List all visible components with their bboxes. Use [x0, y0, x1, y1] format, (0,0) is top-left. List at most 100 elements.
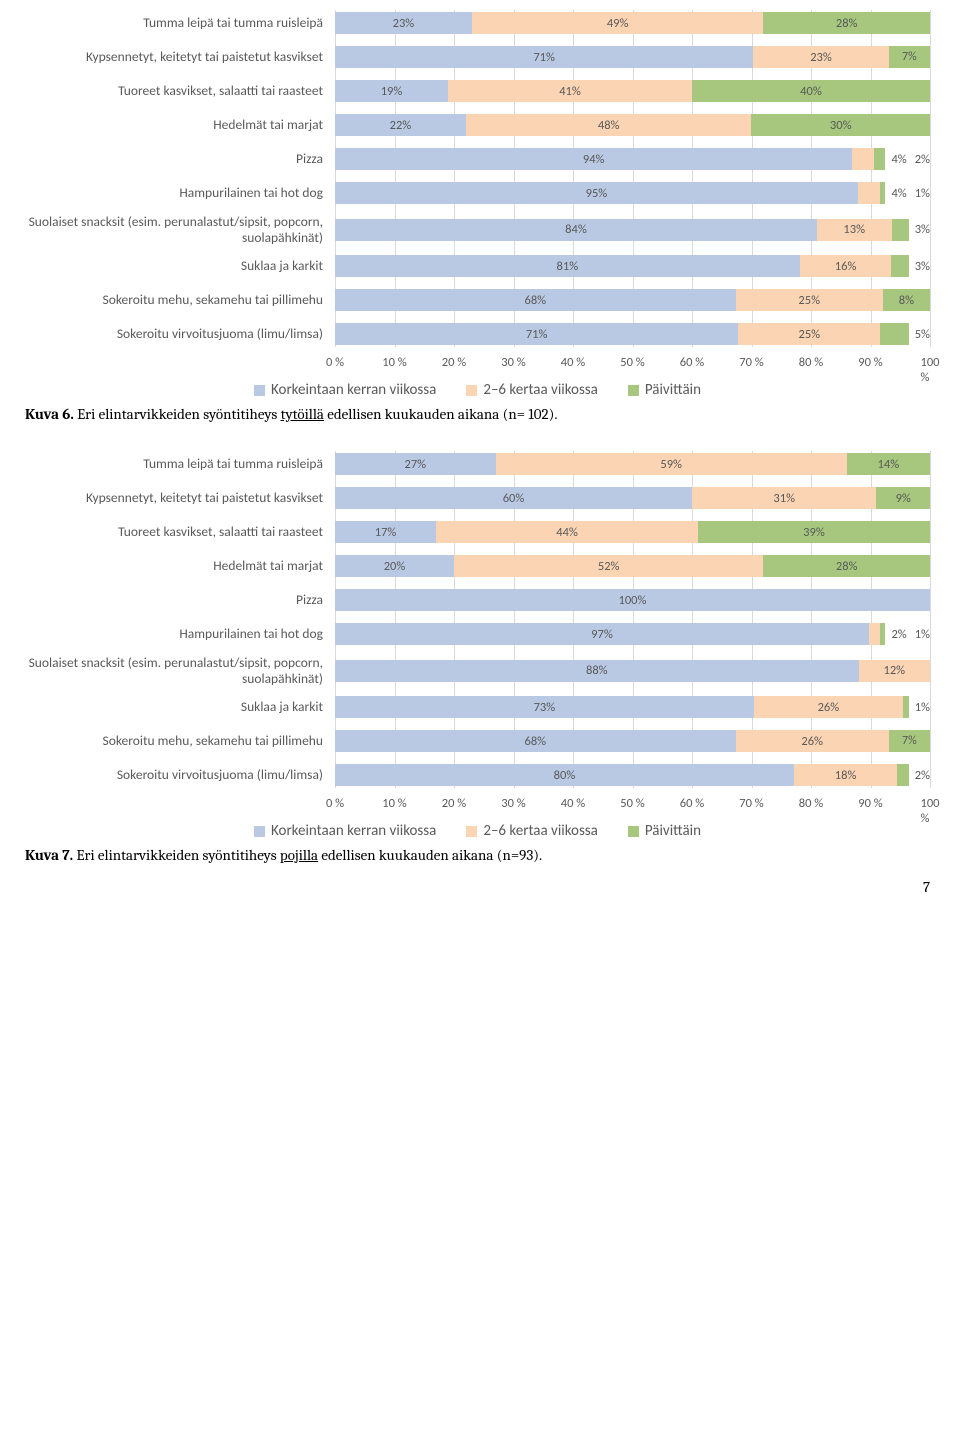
caption-underline: tytöillä — [281, 405, 324, 423]
bar-track: 27%59%14% — [335, 453, 930, 475]
bar-area: 19%41%40% — [335, 78, 930, 104]
bar-area: 71%23%7% — [335, 44, 930, 70]
bar-segment: 81% — [335, 255, 800, 277]
legend-label: Korkeintaan kerran viikossa — [271, 822, 436, 840]
x-tick: 40 % — [561, 355, 585, 370]
legend-item: Korkeintaan kerran viikossa — [254, 381, 436, 399]
bar-segment: 80% — [335, 764, 794, 786]
legend-item: 2–6 kertaa viikossa — [466, 822, 598, 840]
chart-row: Tuoreet kasvikset, salaatti tai raasteet… — [25, 78, 930, 104]
bar-segment: 44% — [436, 521, 698, 543]
chart-row: Pizza100% — [25, 587, 930, 613]
legend-swatch — [254, 826, 265, 837]
bar-area: 84%13% — [335, 217, 909, 243]
overflow-value: 1% — [915, 700, 930, 715]
bar-segment — [903, 696, 909, 718]
x-tick: 20 % — [442, 796, 466, 811]
bar-segment — [880, 182, 886, 204]
bar-segment — [891, 255, 908, 277]
category-label: Suklaa ja karkit — [25, 699, 335, 715]
bar-segment: 95% — [335, 182, 858, 204]
bar-segment: 27% — [335, 453, 496, 475]
legend-label: 2–6 kertaa viikossa — [483, 381, 598, 399]
category-label: Hampurilainen tai hot dog — [25, 185, 335, 201]
bar-segment: 7% — [889, 730, 930, 752]
bar-area: 68%26%7% — [335, 728, 930, 754]
bar-segment: 28% — [763, 555, 930, 577]
x-tick: 80 % — [799, 355, 823, 370]
bar-area: 22%48%30% — [335, 112, 930, 138]
chart-row: Suklaa ja karkit73%26% 1% — [25, 694, 930, 720]
bar-track: 88%12% — [335, 660, 930, 682]
category-label: Pizza — [25, 151, 335, 167]
chart-tytoilla: Tumma leipä tai tumma ruisleipä23%49%28%… — [25, 10, 930, 399]
legend: Korkeintaan kerran viikossa 2–6 kertaa vi… — [25, 822, 930, 840]
category-label: Tuoreet kasvikset, salaatti tai raasteet — [25, 83, 335, 99]
bar-segment: 40% — [692, 80, 930, 102]
caption-prefix: Kuva 6. — [25, 405, 74, 423]
x-tick: 60 % — [680, 355, 704, 370]
caption-text: edellisen kuukauden aikana (n=93). — [318, 846, 542, 864]
bar-track: 97% — [335, 623, 885, 645]
bar-segment: 14% — [847, 453, 930, 475]
bar-segment: 60% — [335, 487, 692, 509]
bar-segment: 19% — [335, 80, 448, 102]
bar-area: 60%31%9% — [335, 485, 930, 511]
bar-segment: 97% — [335, 623, 869, 645]
overflow-value: 5% — [915, 327, 930, 342]
legend-item: 2–6 kertaa viikossa — [466, 381, 598, 399]
bar-track: 71%25% — [335, 323, 909, 345]
legend-item: Korkeintaan kerran viikossa — [254, 822, 436, 840]
x-tick: 90 % — [858, 355, 882, 370]
category-label: Hedelmät tai marjat — [25, 558, 335, 574]
caption-kuva6: Kuva 6. Eri elintarvikkeiden syöntitihey… — [25, 405, 930, 423]
bar-segment — [880, 623, 886, 645]
bar-area: 94% — [335, 146, 885, 172]
bar-track: 80%18% — [335, 764, 909, 786]
legend-swatch — [466, 826, 477, 837]
bar-segment: 73% — [335, 696, 754, 718]
chart-row: Tumma leipä tai tumma ruisleipä23%49%28% — [25, 10, 930, 36]
bar-area: 73%26% — [335, 694, 909, 720]
bar-segment: 94% — [335, 148, 852, 170]
bar-segment — [892, 219, 909, 241]
chart-row: Tumma leipä tai tumma ruisleipä27%59%14% — [25, 451, 930, 477]
x-tick: 0 % — [326, 796, 344, 811]
x-tick: 60 % — [680, 796, 704, 811]
bar-area: 88%12% — [335, 658, 930, 684]
bar-track: 73%26% — [335, 696, 909, 718]
legend-label: Korkeintaan kerran viikossa — [271, 381, 436, 399]
bar-segment: 26% — [736, 730, 889, 752]
bar-segment: 71% — [335, 46, 753, 68]
chart-row: Pizza94%4%2% — [25, 146, 930, 172]
category-label: Suolaiset snacksit (esim. perunalastut/s… — [25, 214, 335, 245]
x-tick: 20 % — [442, 355, 466, 370]
category-label: Tumma leipä tai tumma ruisleipä — [25, 15, 335, 31]
bar-segment: 8% — [883, 289, 930, 311]
bar-segment: 7% — [889, 46, 930, 68]
caption-prefix: Kuva 7. — [25, 846, 73, 864]
category-label: Kypsennetyt, keitetyt tai paistetut kasv… — [25, 490, 335, 506]
overflow-value: 3% — [915, 222, 930, 237]
category-label: Kypsennetyt, keitetyt tai paistetut kasv… — [25, 49, 335, 65]
bar-track: 19%41%40% — [335, 80, 930, 102]
bar-track: 100% — [335, 589, 930, 611]
legend-label: Päivittäin — [645, 822, 701, 840]
caption-text: edellisen kuukauden aikana (n= 102). — [324, 405, 558, 423]
category-label: Tuoreet kasvikset, salaatti tai raasteet — [25, 524, 335, 540]
bar-segment: 59% — [496, 453, 847, 475]
chart-body: Tumma leipä tai tumma ruisleipä27%59%14%… — [25, 451, 930, 788]
bar-segment: 30% — [751, 114, 930, 136]
bar-track: 94% — [335, 148, 885, 170]
caption-kuva7: Kuva 7. Eri elintarvikkeiden syöntitihey… — [25, 846, 930, 864]
bar-track: 68%25%8% — [335, 289, 930, 311]
x-tick: 90 % — [858, 796, 882, 811]
legend-swatch — [628, 385, 639, 396]
chart-row: Sokeroitu mehu, sekamehu tai pillimehu68… — [25, 287, 930, 313]
bar-track: 60%31%9% — [335, 487, 930, 509]
x-tick: 50 % — [620, 355, 644, 370]
chart-row: Suolaiset snacksit (esim. perunalastut/s… — [25, 655, 930, 686]
bar-segment: 52% — [454, 555, 763, 577]
bar-segment — [874, 148, 885, 170]
x-tick: 40 % — [561, 796, 585, 811]
